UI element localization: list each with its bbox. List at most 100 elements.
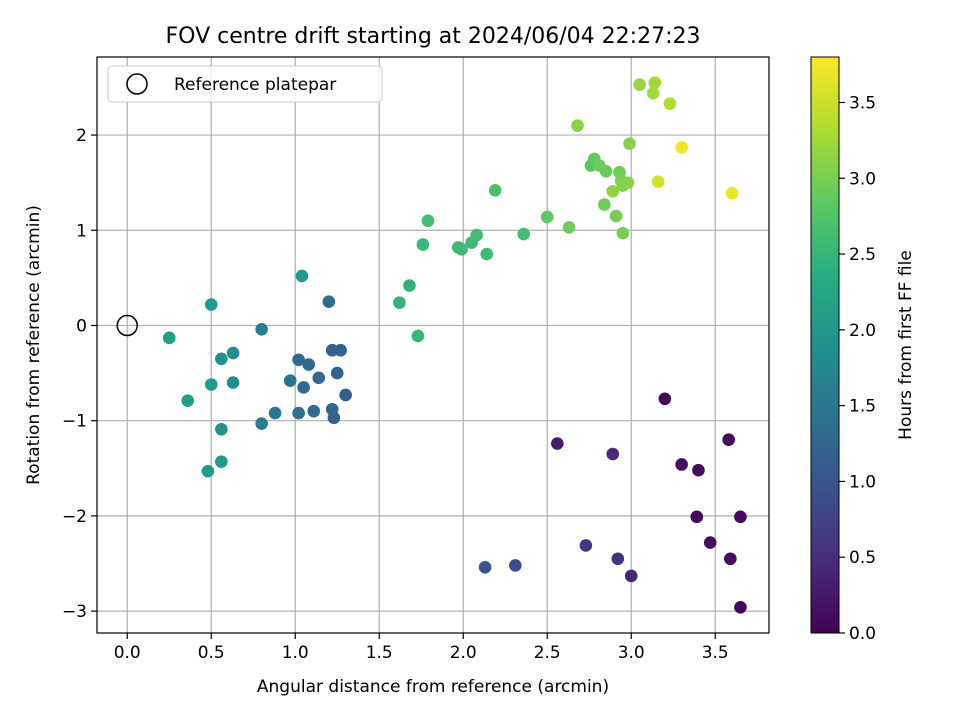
data-point xyxy=(292,406,305,420)
data-point xyxy=(201,464,215,478)
data-point xyxy=(623,137,636,150)
data-point xyxy=(480,247,494,261)
data-point xyxy=(181,394,195,407)
data-point xyxy=(725,186,739,200)
data-point xyxy=(215,455,228,468)
colorbar-tick-label: 0.0 xyxy=(849,624,876,644)
data-point xyxy=(215,352,228,366)
data-point xyxy=(646,86,660,100)
legend: Reference platepar xyxy=(107,65,383,103)
data-point xyxy=(734,510,747,524)
data-point xyxy=(307,404,321,418)
x-tick-label: 1.5 xyxy=(366,643,393,663)
x-tick-label: 3.5 xyxy=(702,643,729,663)
data-point xyxy=(571,119,584,132)
data-point xyxy=(606,184,620,198)
data-point xyxy=(675,141,688,154)
data-point xyxy=(204,298,218,311)
y-tick-label: −1 xyxy=(62,412,87,432)
data-point xyxy=(325,402,339,416)
reference-marker-layer xyxy=(116,314,138,337)
data-point xyxy=(611,552,625,566)
colorbar-gradient xyxy=(810,56,840,634)
data-point xyxy=(330,366,344,380)
data-point xyxy=(599,164,613,178)
data-point xyxy=(162,331,176,345)
colorbar-tick-label: 3.5 xyxy=(849,93,876,113)
x-tick-label: 2.5 xyxy=(534,643,561,663)
data-point xyxy=(562,221,576,234)
data-point xyxy=(302,358,315,371)
data-point xyxy=(734,600,747,614)
data-point xyxy=(663,97,677,110)
data-point xyxy=(690,510,704,524)
y-tick-label: −2 xyxy=(62,507,87,527)
data-point xyxy=(295,269,309,283)
legend-box xyxy=(107,65,383,103)
y-axis-label: Rotation from reference (arcmin) xyxy=(24,205,44,485)
data-point xyxy=(648,76,662,90)
chart-title: FOV centre drift starting at 2024/06/04 … xyxy=(166,24,701,49)
colorbar-ticks: 0.0 0.5 1.0 1.5 2.0 2.5 3.0 3.5 xyxy=(839,93,876,644)
data-point xyxy=(421,214,435,228)
data-point xyxy=(455,243,468,256)
colorbar: 0.0 0.5 1.0 1.5 2.0 2.5 3.0 3.5 Hours from firs… xyxy=(810,56,916,644)
y-axis-ticks: −3 −2 −1 0 1 2 xyxy=(62,126,97,622)
data-point xyxy=(322,295,336,308)
data-point xyxy=(255,322,268,336)
plot-background xyxy=(97,57,769,633)
data-point xyxy=(297,381,310,394)
data-point xyxy=(658,392,672,406)
data-point xyxy=(292,353,305,367)
data-point xyxy=(215,422,228,436)
grid-lines xyxy=(97,57,769,633)
data-point xyxy=(255,417,268,430)
data-point xyxy=(393,296,406,309)
x-tick-label: 2.0 xyxy=(450,643,477,663)
data-point xyxy=(226,346,240,360)
data-point xyxy=(621,176,635,189)
data-point xyxy=(551,437,564,450)
colorbar-tick-label: 3.0 xyxy=(849,169,876,189)
data-point xyxy=(692,463,705,477)
data-point xyxy=(509,559,522,572)
data-point xyxy=(675,458,688,471)
data-point xyxy=(606,447,620,461)
data-point xyxy=(325,343,339,357)
reference-platepar-marker xyxy=(116,314,138,337)
data-point xyxy=(226,376,240,389)
colorbar-tick-label: 2.0 xyxy=(849,321,876,341)
data-point xyxy=(724,552,737,566)
y-tick-label: 0 xyxy=(76,316,87,336)
colorbar-tick-label: 2.5 xyxy=(849,245,876,265)
data-point xyxy=(722,433,735,447)
data-point xyxy=(283,374,297,388)
data-point xyxy=(268,406,282,420)
data-point xyxy=(517,227,531,241)
data-point xyxy=(609,209,623,223)
x-tick-label: 1.0 xyxy=(282,643,309,663)
colorbar-tick-label: 1.0 xyxy=(849,472,876,492)
y-tick-label: −3 xyxy=(62,602,87,622)
data-point xyxy=(312,371,326,385)
colorbar-label: Hours from first FF file xyxy=(896,250,916,440)
x-tick-label: 0.0 xyxy=(114,643,141,663)
x-tick-label: 0.5 xyxy=(198,643,225,663)
x-tick-label: 3.0 xyxy=(618,643,645,663)
y-tick-label: 2 xyxy=(76,126,87,146)
data-point xyxy=(403,279,416,292)
plot-area: 0.0 0.5 1.0 1.5 2.0 2.5 3.0 3.5 −3 −2 −1 0 1 2 xyxy=(62,56,770,663)
colorbar-tick-label: 0.5 xyxy=(849,548,876,568)
data-point xyxy=(339,388,352,402)
data-points xyxy=(162,76,747,614)
data-point xyxy=(540,210,554,224)
data-point xyxy=(624,569,638,583)
plot-frame xyxy=(96,56,770,634)
data-point xyxy=(703,536,717,549)
data-point xyxy=(616,226,630,240)
data-point xyxy=(416,238,430,251)
x-axis-ticks: 0.0 0.5 1.0 1.5 2.0 2.5 3.0 3.5 xyxy=(114,633,729,663)
x-axis-label: Angular distance from reference (arcmin) xyxy=(257,677,609,697)
data-point xyxy=(204,378,218,391)
